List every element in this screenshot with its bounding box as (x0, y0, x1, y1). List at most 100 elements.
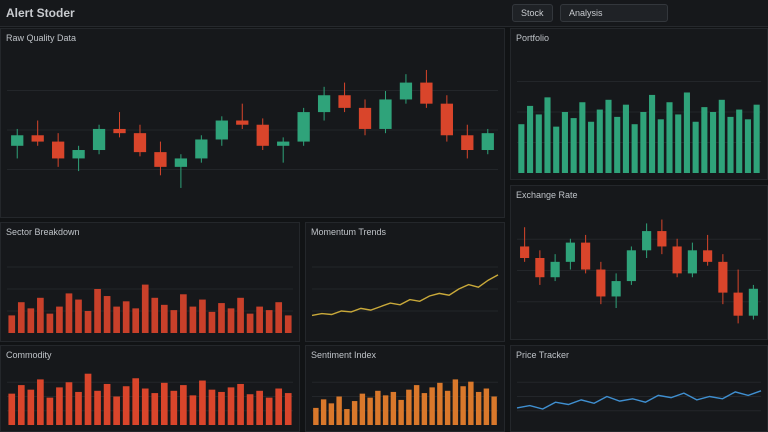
candle-body (535, 258, 545, 278)
bar (180, 294, 187, 333)
candle-body (703, 250, 713, 262)
candle-body (550, 261, 560, 278)
bar (359, 393, 366, 425)
panel-title: Commodity (6, 350, 52, 360)
bar (37, 297, 44, 333)
bar (27, 308, 35, 333)
bar (132, 378, 140, 425)
bar (94, 390, 101, 425)
candle-body (338, 95, 351, 108)
panel: Commodity (0, 345, 300, 432)
bar (382, 395, 389, 425)
bar (535, 114, 542, 173)
bar (744, 119, 751, 173)
bar (141, 284, 149, 333)
bar (122, 301, 130, 333)
bar (160, 382, 168, 425)
candle-body (399, 82, 413, 100)
chart (7, 266, 293, 333)
chart (311, 266, 499, 317)
candle-body (481, 133, 494, 151)
bar (614, 116, 621, 173)
bar (180, 385, 187, 425)
candle-body (672, 246, 682, 274)
bar (328, 403, 335, 425)
candle-body (379, 99, 392, 129)
bar (208, 389, 216, 425)
bar (208, 311, 216, 333)
bar (218, 303, 225, 333)
chart (7, 69, 498, 188)
bar (561, 112, 568, 173)
bar (452, 379, 459, 425)
bar (189, 395, 197, 425)
chart (7, 373, 293, 425)
panel-title: Sentiment Index (311, 350, 377, 360)
candle-body (215, 120, 228, 140)
bar (649, 94, 656, 173)
bar (736, 109, 743, 173)
bar (17, 385, 25, 425)
bar (666, 102, 673, 173)
button[interactable]: Stock (512, 4, 553, 22)
chart (517, 81, 761, 173)
bar (27, 389, 35, 425)
bar (710, 112, 717, 173)
bar (367, 397, 373, 425)
candle-body (358, 107, 372, 129)
bar (113, 306, 120, 333)
button[interactable]: Analysis (560, 4, 668, 22)
bar (491, 396, 497, 425)
bar (170, 310, 178, 333)
bar (683, 92, 690, 173)
bar (227, 308, 235, 333)
candle-body (733, 292, 743, 316)
bar (227, 387, 235, 425)
bar (527, 105, 534, 173)
bar (37, 379, 44, 425)
candle-body (92, 128, 106, 151)
bar (570, 118, 577, 173)
bar (151, 393, 159, 425)
bar (246, 394, 254, 425)
bar (727, 116, 734, 173)
panel-title: Price Tracker (516, 350, 570, 360)
candle-body (11, 135, 24, 146)
bar (588, 121, 595, 173)
bar (84, 311, 92, 333)
bar (622, 104, 629, 173)
bar (237, 383, 244, 425)
bar (65, 382, 73, 425)
panel-title: Sector Breakdown (6, 227, 80, 237)
header: Alert Stoder Stock Analysis (0, 0, 768, 27)
bar (398, 399, 404, 425)
candle-body (596, 269, 606, 297)
panel-title: Exchange Rate (516, 190, 578, 200)
bar (84, 373, 92, 425)
panel-title: Momentum Trends (311, 227, 387, 237)
chart (517, 219, 761, 324)
candle-body (718, 261, 728, 293)
panel: Portfolio (510, 28, 768, 180)
bar (657, 119, 664, 173)
bar (199, 299, 206, 333)
candle-body (440, 103, 453, 136)
bar (199, 380, 206, 425)
candle-body (236, 120, 249, 125)
bar (375, 390, 381, 425)
bar (475, 391, 482, 425)
bar (8, 393, 16, 425)
bar (237, 297, 244, 333)
chart (312, 379, 498, 425)
bar (56, 387, 63, 425)
bar (160, 304, 168, 333)
bar (753, 104, 760, 173)
bar (518, 124, 525, 173)
candle-body (297, 112, 310, 142)
line (311, 274, 499, 317)
bar (313, 407, 319, 425)
candle-body (277, 141, 290, 146)
bar (256, 306, 263, 333)
bar (46, 397, 54, 425)
